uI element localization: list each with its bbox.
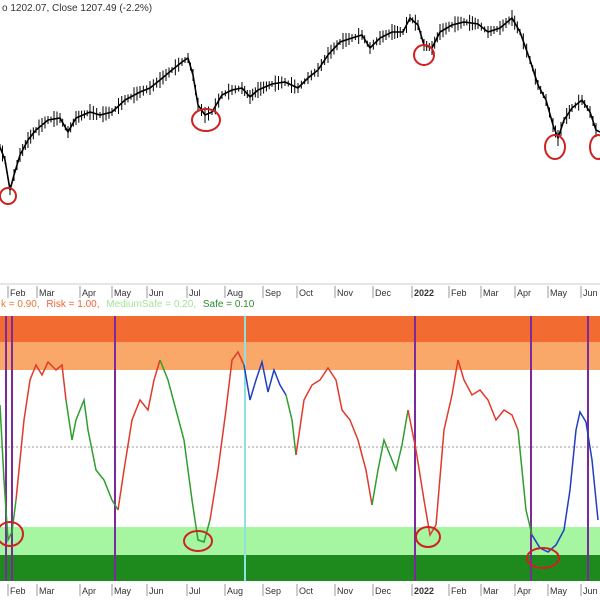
month-label: Jul <box>189 586 201 596</box>
vertical-markers <box>5 316 589 581</box>
band-medium-safe <box>0 527 600 555</box>
price-info-text: o 1202.07, Close 1207.49 (-2.2%) <box>2 3 152 14</box>
month-label: Sep <box>265 586 281 596</box>
indicator-lines <box>0 350 599 553</box>
indicator-line-segment <box>159 359 211 543</box>
low-circle <box>0 521 24 547</box>
month-label: Feb <box>451 586 467 596</box>
month-axis-bottom: Feb Mar Apr May Jun Jul Aug Sep Oct Nov Dec 2022 Feb… <box>7 584 598 596</box>
indicator-line-segment <box>243 359 287 401</box>
low-circle <box>415 526 441 548</box>
legend-risk: Risk = 1.00, <box>46 299 99 310</box>
month-label: Apr <box>82 586 96 596</box>
month-label: Aug <box>227 586 243 596</box>
legend-safe: Safe = 0.10 <box>203 299 255 310</box>
month-label: Feb <box>10 586 26 596</box>
indicator-low-annotations <box>0 521 560 569</box>
month-label: Apr <box>82 288 96 298</box>
month-label: May <box>550 586 568 596</box>
low-circle <box>589 134 600 160</box>
month-label: Jun <box>149 288 164 298</box>
month-label: 2022 <box>414 586 434 596</box>
month-label: Nov <box>337 586 354 596</box>
legend-medium-safe: MediumSafe = 0.20, <box>106 299 196 310</box>
month-label: May <box>114 288 132 298</box>
indicator-line-segment <box>0 404 17 543</box>
month-label: May <box>550 288 568 298</box>
indicator-line-segment <box>285 394 297 456</box>
band-risk <box>0 342 600 370</box>
month-label: Apr <box>517 586 531 596</box>
month-label: Apr <box>517 288 531 298</box>
month-label: Feb <box>10 288 26 298</box>
month-label: Nov <box>337 288 354 298</box>
indicator-line-segment <box>65 397 119 511</box>
price-panel <box>0 10 600 195</box>
indicator-line-segment <box>295 366 373 506</box>
indicator-line-segment <box>209 350 245 521</box>
month-label: 2022 <box>414 288 434 298</box>
low-circle <box>526 547 560 569</box>
month-axis-top: Feb Mar Apr May Jun Jul Aug Sep Oct Nov Dec 2022 Feb… <box>7 286 598 298</box>
month-label: Mar <box>39 288 55 298</box>
month-label: Mar <box>483 288 499 298</box>
price-low-annotations <box>0 44 600 205</box>
legend-k: k = 0.90, <box>1 299 40 310</box>
low-circle <box>413 44 435 66</box>
low-circle <box>183 530 213 552</box>
low-circle <box>191 108 221 132</box>
month-label: Jul <box>189 288 201 298</box>
month-label: Oct <box>299 288 314 298</box>
indicator-line-segment <box>15 360 67 501</box>
month-label: Sep <box>265 288 281 298</box>
indicator-line-segment <box>371 409 409 506</box>
low-circle <box>0 187 17 205</box>
month-label: Oct <box>299 586 314 596</box>
month-label: Jun <box>149 586 164 596</box>
band-safe <box>0 555 600 581</box>
month-label: May <box>114 586 132 596</box>
indicator-line-segment <box>435 359 519 526</box>
month-label: Jun <box>583 586 598 596</box>
month-label: Mar <box>39 586 55 596</box>
month-label: Feb <box>451 288 467 298</box>
month-label: Dec <box>375 288 392 298</box>
indicator-line-segment <box>531 410 599 553</box>
low-circle <box>544 134 566 160</box>
indicator-line-segment <box>407 409 437 538</box>
month-label: Mar <box>483 586 499 596</box>
month-label: Jun <box>583 288 598 298</box>
indicator-line-segment <box>117 359 161 511</box>
band-high-risk <box>0 316 600 342</box>
month-label: Dec <box>375 586 392 596</box>
indicator-legend: k = 0.90, Risk = 1.00, MediumSafe = 0.20… <box>1 299 255 310</box>
indicator-line-segment <box>517 429 533 536</box>
month-label: Aug <box>227 288 243 298</box>
